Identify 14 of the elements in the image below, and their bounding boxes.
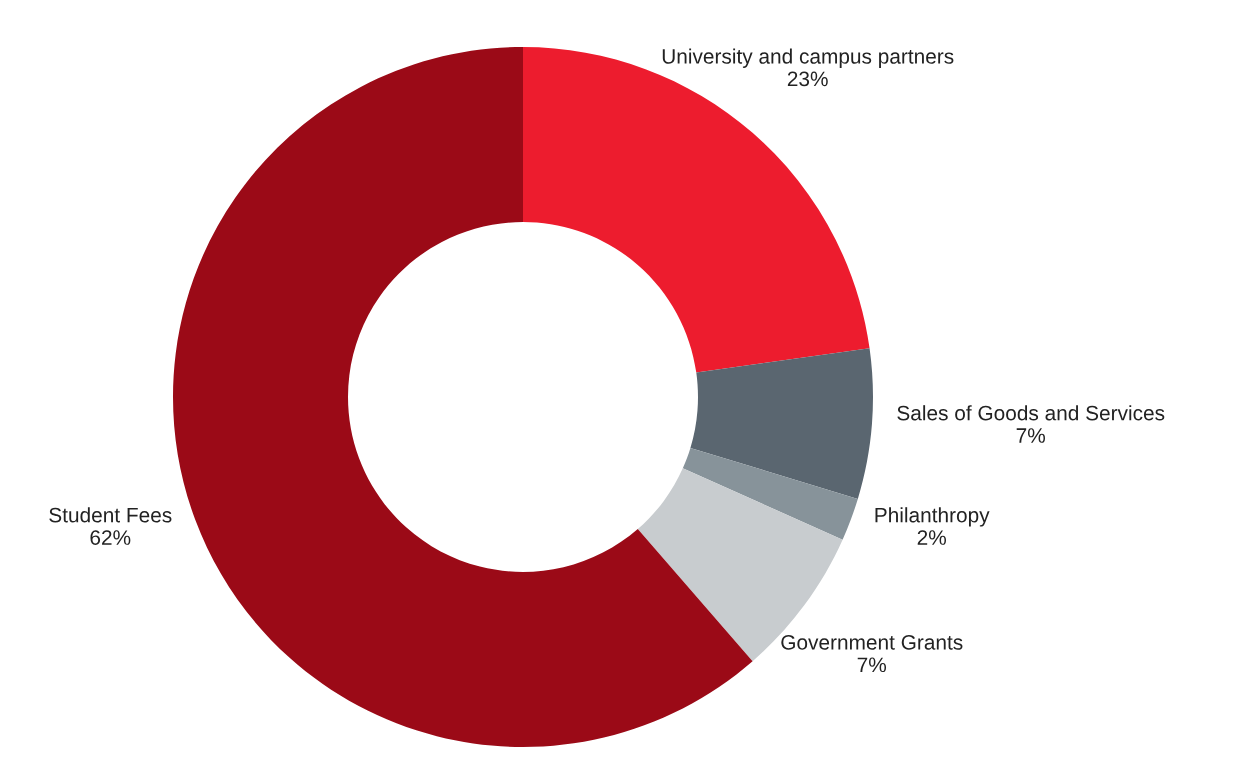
slice-label: University and campus partners xyxy=(662,48,954,68)
data-label: 23% xyxy=(787,71,828,87)
slice-label: Philanthropy xyxy=(875,507,990,527)
donut-slice xyxy=(690,348,873,499)
data-label: 2% xyxy=(917,530,947,545)
donut-slice xyxy=(682,447,858,540)
data-label: 7% xyxy=(857,657,887,673)
donut-slice xyxy=(523,47,870,373)
data-label: 62% xyxy=(90,530,131,545)
slice-label: Student Fees xyxy=(49,507,172,523)
data-label: 7% xyxy=(1016,428,1046,443)
slice-label: Government Grants xyxy=(781,634,963,650)
slice-label: Sales of Goods and Services xyxy=(897,405,1165,421)
donut-slice xyxy=(173,47,753,747)
